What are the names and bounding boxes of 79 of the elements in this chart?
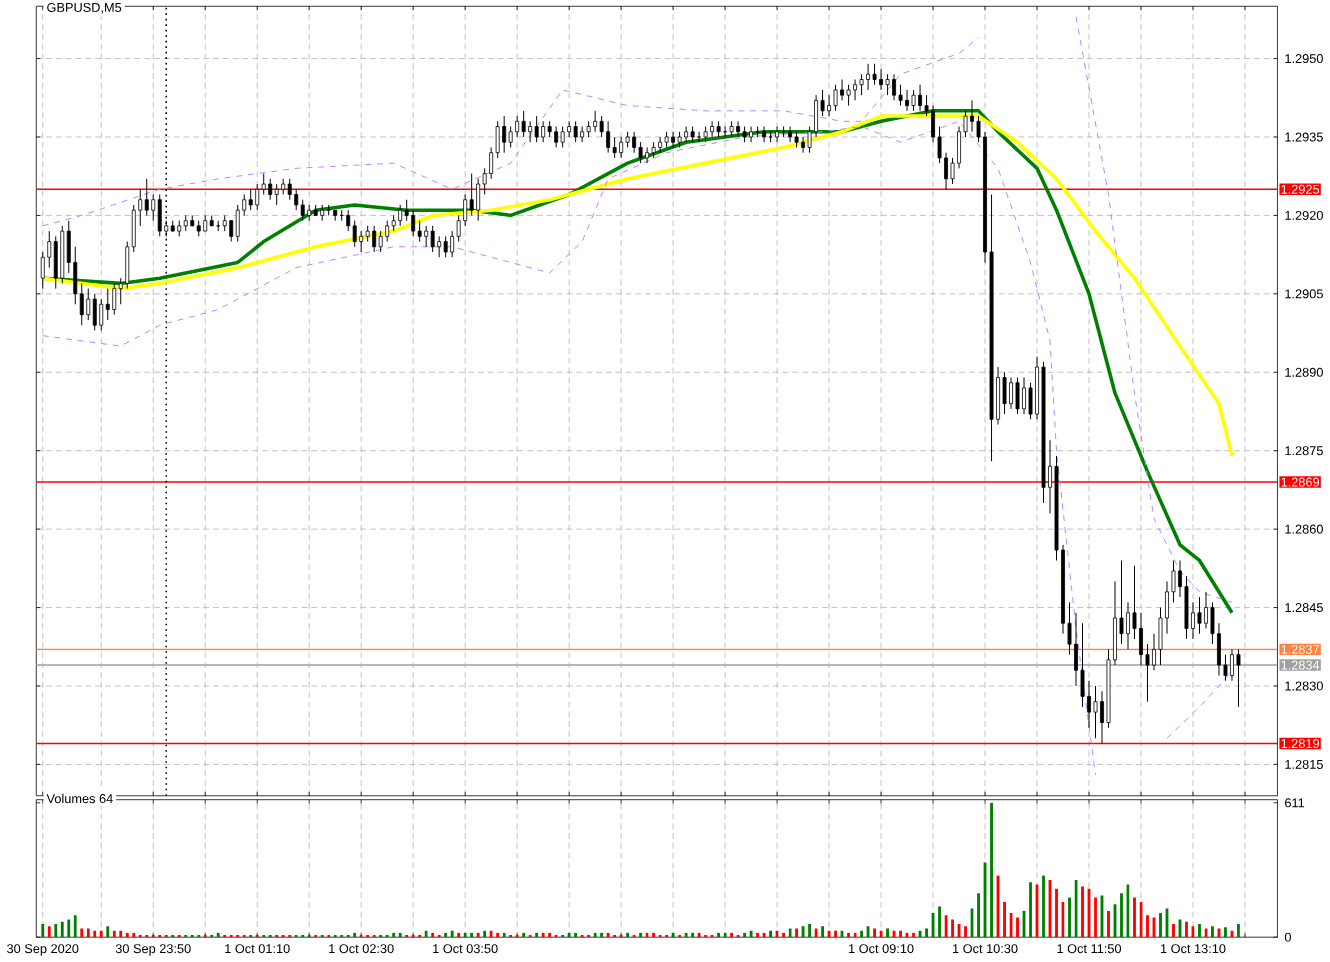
candlestick [619, 136, 624, 159]
candlestick [60, 225, 65, 284]
candlestick [606, 120, 611, 154]
candlestick [1015, 376, 1020, 415]
candlestick [697, 131, 702, 143]
candlestick [749, 125, 754, 143]
candlestick [1093, 685, 1098, 739]
candlestick [885, 73, 890, 96]
candlestick [430, 225, 435, 253]
candlestick [437, 235, 442, 258]
candlestick [248, 188, 253, 211]
candlestick [762, 125, 767, 143]
candlestick [1230, 648, 1234, 682]
candlestick [144, 178, 149, 216]
candlestick [573, 120, 578, 143]
candlestick [443, 235, 448, 258]
candlestick [385, 220, 390, 242]
candlestick [86, 288, 91, 321]
candlestick [905, 89, 910, 112]
candlestick [853, 78, 858, 101]
candlestick [879, 68, 884, 91]
candlestick [1009, 376, 1013, 410]
candlestick [515, 115, 520, 138]
candlestick [710, 120, 715, 138]
candlestick [801, 136, 806, 154]
candlestick [840, 78, 845, 101]
candlestick [892, 73, 897, 101]
candlestick [560, 125, 565, 148]
candlestick [632, 131, 637, 154]
candlestick [534, 115, 539, 143]
candlestick [521, 110, 526, 138]
candlestick [1236, 648, 1241, 708]
candlestick [92, 293, 97, 331]
candlestick [827, 94, 832, 117]
candlestick [268, 178, 273, 201]
candlestick [1022, 376, 1026, 415]
candlestick [411, 209, 416, 237]
candlestick [1126, 601, 1130, 650]
candlestick [105, 288, 110, 321]
candlestick [1139, 612, 1143, 666]
candlestick [112, 282, 117, 316]
candlestick [645, 146, 650, 164]
candlestick [294, 188, 299, 211]
candlestick [970, 99, 974, 133]
candlestick [378, 230, 383, 253]
candlestick [671, 131, 676, 148]
candlestick [541, 120, 546, 143]
candlestick [424, 225, 429, 248]
candlestick [872, 63, 877, 86]
candlestick [593, 110, 598, 133]
candlestick [476, 178, 481, 222]
candlestick [235, 204, 240, 242]
candlestick [833, 84, 838, 112]
candlestick [736, 120, 741, 138]
candlestick [502, 115, 507, 154]
candlestick [99, 298, 104, 331]
candlestick [274, 183, 279, 206]
candlestick [846, 84, 851, 107]
candlestick [398, 204, 403, 227]
candlestick [580, 125, 585, 143]
candlestick [684, 125, 689, 143]
candlestick [1197, 596, 1202, 635]
candlestick [788, 125, 793, 143]
candlestick [287, 178, 292, 201]
candlestick [554, 125, 559, 148]
candlestick [567, 120, 572, 138]
candlestick [255, 183, 260, 211]
candlestick [528, 120, 533, 143]
candlestick [658, 136, 663, 154]
candlestick [1204, 591, 1208, 629]
candlestick [911, 89, 916, 112]
candlestick [372, 225, 377, 253]
candlestick [918, 84, 923, 112]
candlestick [53, 235, 58, 290]
candlestick [1002, 371, 1007, 415]
candlestick [359, 230, 364, 253]
candlestick [866, 63, 871, 91]
candlestick [469, 173, 474, 216]
candlestick [775, 125, 780, 143]
